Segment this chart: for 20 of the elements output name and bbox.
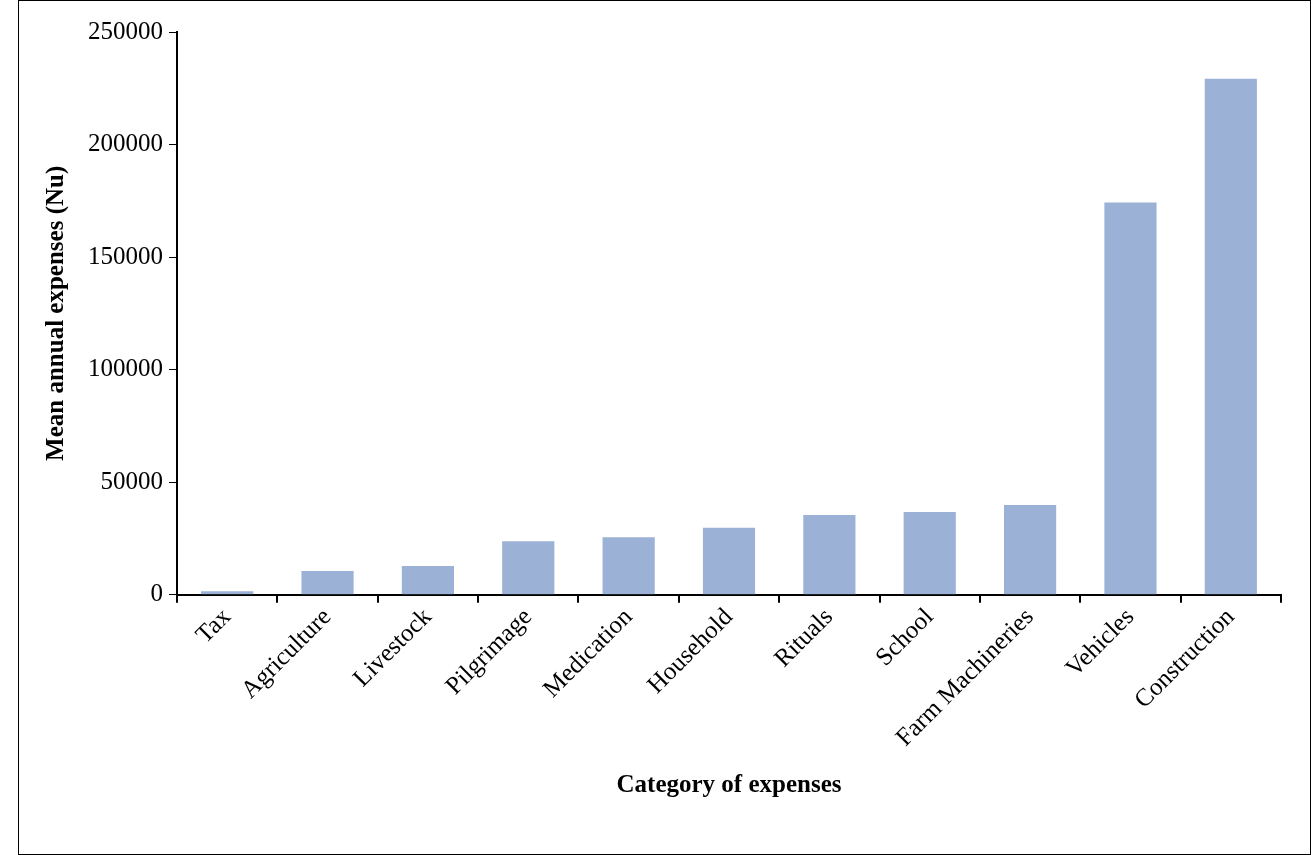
bar	[1204, 78, 1257, 595]
x-axis-title: Category of expenses	[616, 770, 842, 798]
y-tick-label: 250000	[88, 16, 163, 44]
bar	[702, 527, 756, 595]
bar	[1004, 505, 1057, 595]
y-tick-label: 0	[150, 579, 163, 607]
y-axis-title: Mean annual expenses (Nu)	[41, 165, 70, 461]
bar	[602, 537, 655, 595]
bar	[401, 566, 454, 595]
y-tick-label: 100000	[88, 354, 163, 382]
bar	[1104, 202, 1157, 595]
bar	[502, 541, 555, 595]
x-tick-label: Tax	[190, 602, 236, 648]
y-tick-label: 150000	[88, 241, 163, 269]
bar	[803, 515, 856, 595]
bar	[903, 512, 956, 595]
y-tick-label: 50000	[100, 466, 163, 494]
bar	[201, 591, 254, 595]
y-tick-label: 200000	[88, 129, 163, 157]
bar	[301, 571, 354, 595]
